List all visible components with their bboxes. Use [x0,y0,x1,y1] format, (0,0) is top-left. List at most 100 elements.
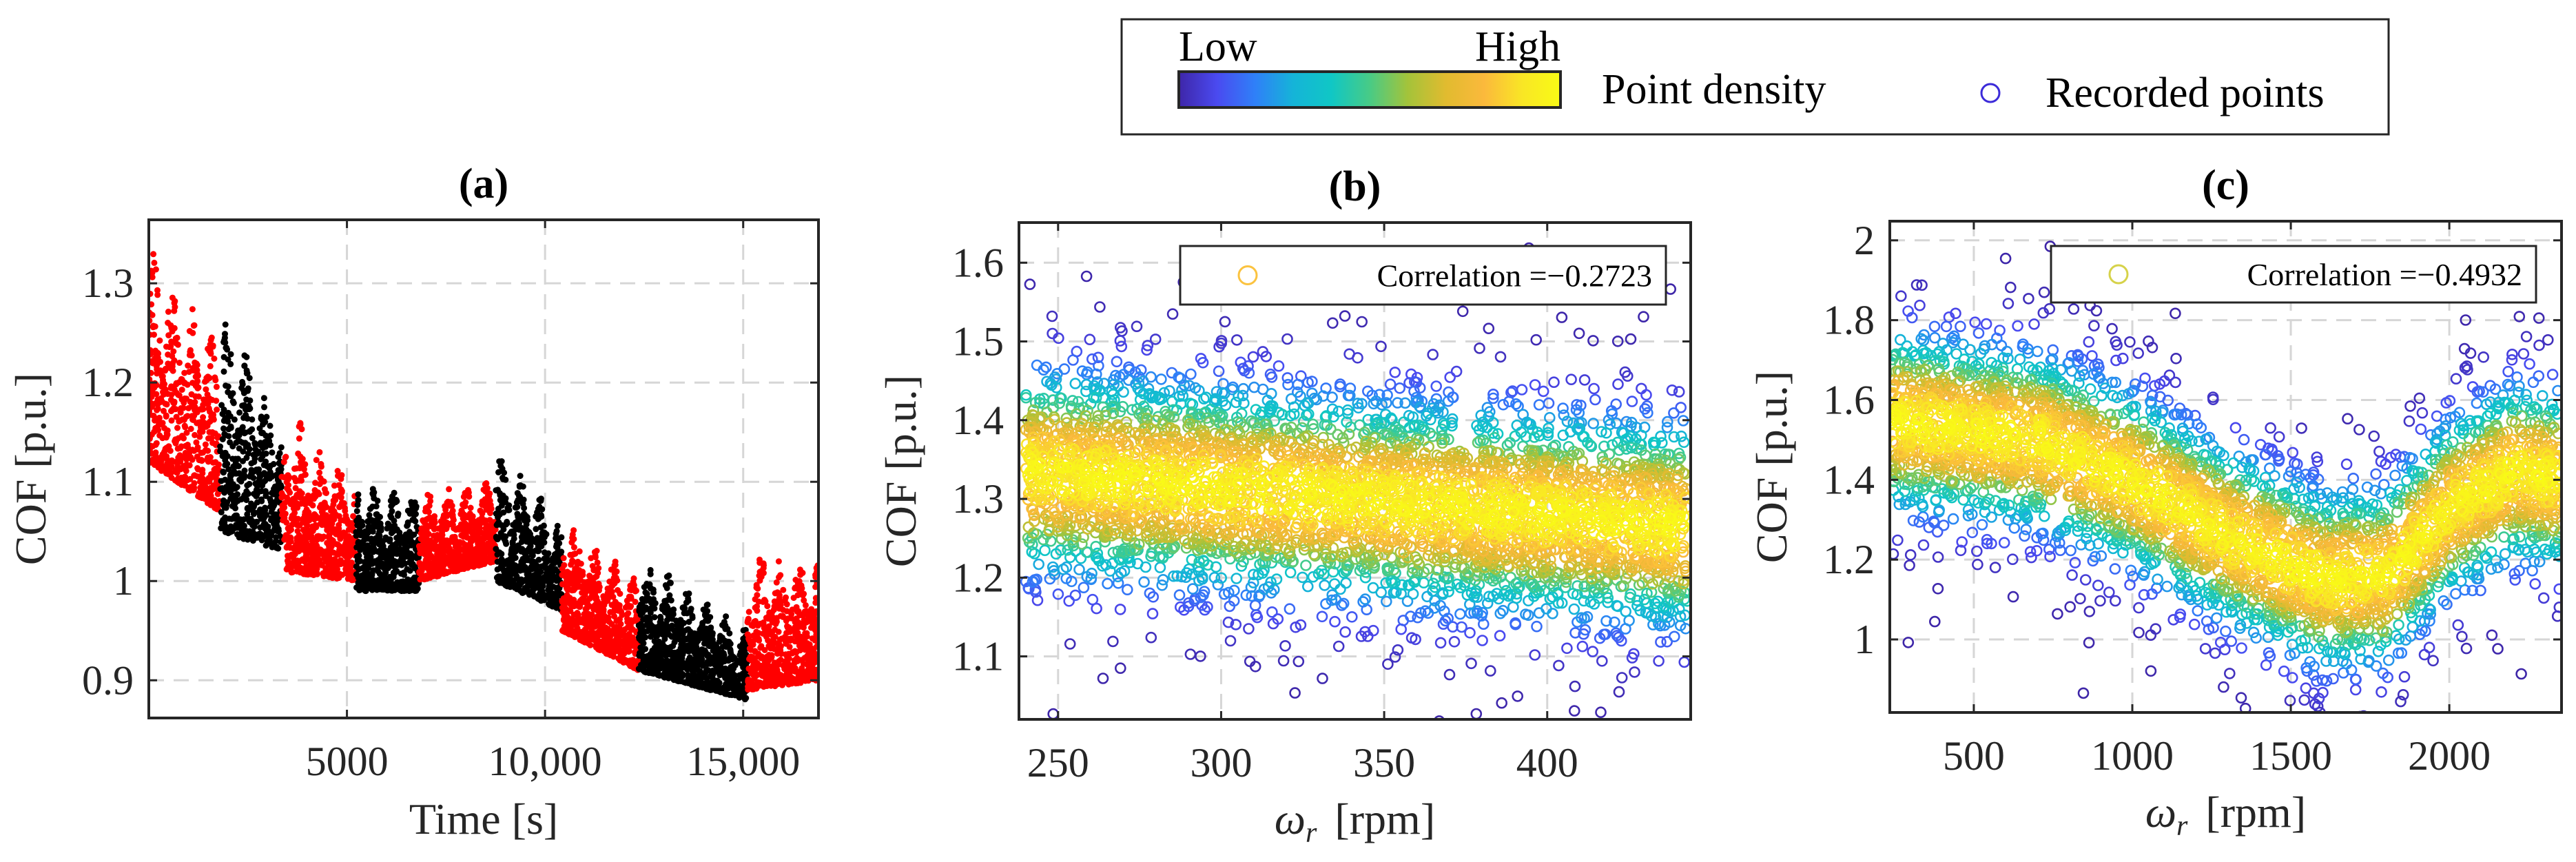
data-point [307,566,313,573]
data-point [188,352,195,359]
colorbar [1177,70,1562,109]
data-point [154,369,161,376]
data-point [455,566,462,573]
data-point [449,534,456,541]
data-point [181,380,188,387]
data-point [294,567,301,573]
data-point [550,573,557,579]
data-point [370,492,377,498]
data-point [418,530,424,537]
data-point [359,522,366,529]
data-point [219,411,226,418]
data-point [320,570,327,576]
data-point [538,563,545,570]
data-point [376,571,383,577]
data-point [229,398,236,405]
data-point [285,560,291,566]
data-point [202,484,209,491]
data-point [664,597,671,604]
data-point [576,604,583,610]
data-point [528,558,535,565]
data-point [383,583,390,590]
data-point [231,524,238,531]
data-point [651,614,658,621]
data-point [506,502,513,509]
data-point [202,378,208,385]
data-point [429,519,435,526]
data-point [683,599,690,606]
data-point [263,413,270,420]
data-point [234,512,240,519]
data-point [702,612,708,619]
data-point [416,570,423,577]
data-point [259,482,266,489]
data-point [670,642,677,649]
data-point [609,582,616,589]
data-point [210,411,216,418]
data-point [268,515,275,522]
data-point [168,325,175,331]
data-point [190,486,196,493]
data-point [717,633,723,639]
data-point [684,672,691,678]
data-point [661,660,667,667]
data-point [318,562,325,568]
data-point [316,449,323,455]
data-point [704,602,711,608]
data-point [460,552,467,559]
data-point [595,607,601,614]
data-point [249,522,256,529]
data-point [647,658,654,665]
data-point [497,559,504,566]
data-point [727,640,734,647]
data-point [165,320,172,326]
data-point [481,551,488,557]
data-point [519,537,526,544]
data-point [165,443,172,450]
data-point [157,358,163,365]
data-point [313,513,320,520]
data-point [205,373,212,380]
data-point [377,513,383,520]
data-point [440,569,446,576]
data-point [586,573,593,579]
data-point [210,486,217,493]
data-point [353,563,360,570]
data-point [661,635,668,642]
data-point [207,337,214,344]
data-point [313,571,320,577]
data-point [573,622,580,629]
data-point [154,287,161,294]
data-point [373,586,380,593]
data-point [380,548,387,555]
data-point [172,298,178,305]
data-point [522,551,528,557]
data-point [592,591,599,597]
data-point [704,617,711,624]
data-point [232,485,239,492]
data-point [199,493,206,500]
data-point [693,674,699,681]
data-point [639,648,646,655]
data-point [458,532,465,539]
data-point [532,547,539,554]
data-point [207,362,214,369]
data-point [641,668,648,675]
data-point [664,573,671,580]
data-point [245,536,251,543]
data-point [686,619,692,625]
data-point [362,579,369,586]
data-point [184,442,191,448]
data-point [681,610,688,617]
data-point [198,487,205,494]
data-point [739,683,746,690]
data-point [695,660,702,667]
data-point [347,573,353,580]
data-point [239,402,246,409]
data-point [443,511,450,518]
data-point [443,525,450,532]
data-point [466,493,473,500]
data-point [330,497,337,504]
data-point [207,502,214,509]
